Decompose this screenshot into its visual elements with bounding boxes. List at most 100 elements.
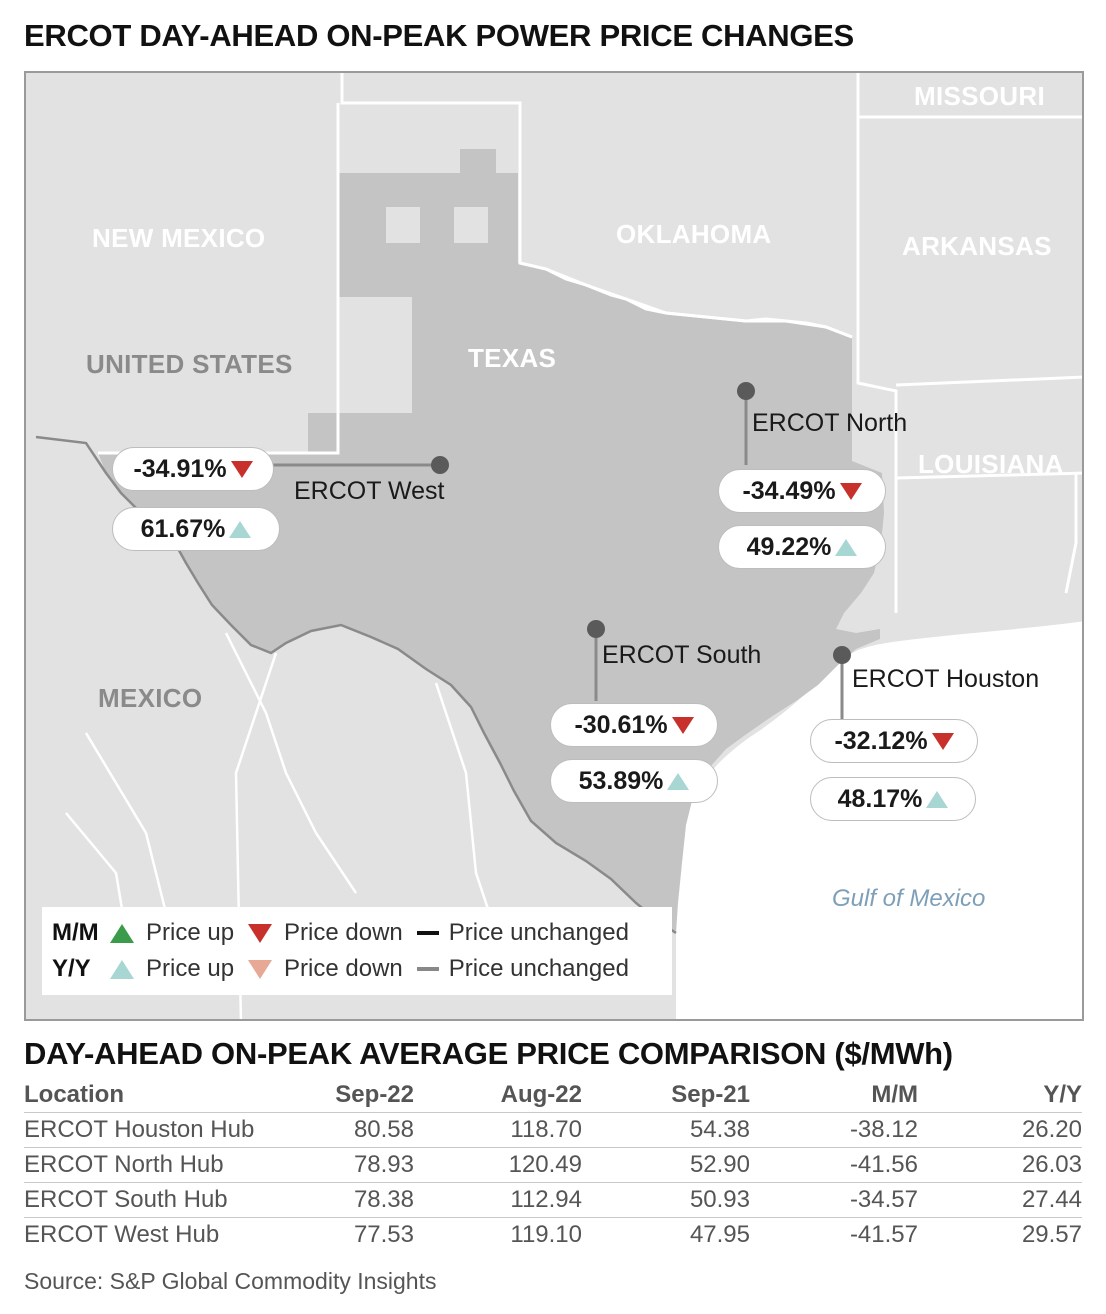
label-united-states: UNITED STATES bbox=[86, 349, 293, 379]
houston-yy-pill: 48.17% bbox=[810, 777, 976, 821]
table-cell: 54.38 bbox=[582, 1111, 750, 1147]
houston-mm-value: -32.12% bbox=[834, 726, 928, 755]
north-yy-pill: 49.22% bbox=[718, 525, 886, 569]
table-header-row: Location Sep-22 Aug-22 Sep-21 M/M Y/Y bbox=[24, 1078, 1082, 1112]
hub-dot-south bbox=[587, 620, 605, 638]
map-legend: M/M Price up Price down Price unchanged … bbox=[42, 907, 672, 995]
west-mm-value: -34.91% bbox=[133, 454, 227, 483]
houston-yy-value: 48.17% bbox=[837, 784, 923, 813]
table-cell: 80.58 bbox=[274, 1111, 414, 1147]
north-mm-value: -34.49% bbox=[742, 476, 836, 505]
arrow-down-icon bbox=[230, 460, 253, 478]
legend-key-yy: Y/Y bbox=[52, 955, 91, 982]
arrow-up-icon bbox=[667, 772, 690, 790]
legend-price-down-mm: Price down bbox=[284, 919, 403, 946]
label-new-mexico: NEW MEXICO bbox=[92, 223, 266, 253]
hub-dot-west bbox=[431, 456, 449, 474]
arrow-up-icon bbox=[110, 959, 134, 979]
arrow-down-icon bbox=[248, 959, 273, 979]
col-header: Sep-21 bbox=[671, 1080, 750, 1108]
west-yy-value: 61.67% bbox=[140, 514, 226, 543]
table-cell: 119.10 bbox=[414, 1216, 582, 1252]
table-cell: 26.20 bbox=[918, 1111, 1082, 1147]
label-oklahoma: OKLAHOMA bbox=[616, 219, 772, 249]
table-title: DAY-AHEAD ON-PEAK AVERAGE PRICE COMPARIS… bbox=[24, 1036, 953, 1071]
legend-key-mm: M/M bbox=[52, 919, 99, 946]
south-yy-pill: 53.89% bbox=[550, 759, 718, 803]
table-cell: 26.03 bbox=[918, 1146, 1082, 1182]
arrow-up-icon bbox=[835, 538, 858, 556]
col-header: Y/Y bbox=[1043, 1080, 1082, 1108]
west-mm-pill: -34.91% bbox=[112, 447, 274, 491]
source-note: Source: S&P Global Commodity Insights bbox=[24, 1268, 437, 1294]
legend-price-up-yy: Price up bbox=[146, 955, 235, 982]
table-cell: 27.44 bbox=[918, 1181, 1082, 1217]
table-row: ERCOT Houston Hub 80.58 118.70 54.38 -38… bbox=[24, 1111, 1082, 1147]
hub-label-houston: ERCOT Houston bbox=[852, 665, 1040, 693]
legend-price-unchanged-yy: Price unchanged bbox=[448, 955, 629, 982]
hub-dot-north bbox=[737, 382, 755, 400]
dash-icon bbox=[416, 931, 439, 935]
legend-price-down-yy: Price down bbox=[284, 955, 403, 982]
table-cell: -34.57 bbox=[750, 1181, 918, 1217]
south-yy-value: 53.89% bbox=[578, 766, 664, 795]
hub-markers bbox=[248, 382, 851, 721]
table-cell: 112.94 bbox=[414, 1181, 582, 1217]
table-cell: ERCOT South Hub bbox=[24, 1181, 274, 1217]
arrow-up-icon bbox=[229, 520, 252, 538]
arrow-down-icon bbox=[671, 716, 694, 734]
table-cell: ERCOT North Hub bbox=[24, 1146, 274, 1182]
page-title: ERCOT DAY-AHEAD ON-PEAK POWER PRICE CHAN… bbox=[24, 18, 854, 53]
label-louisiana: LOUISIANA bbox=[918, 449, 1064, 479]
map-cutout bbox=[454, 207, 488, 243]
table-cell: 120.49 bbox=[414, 1146, 582, 1182]
table-cell: 29.57 bbox=[918, 1216, 1082, 1252]
table-cell: ERCOT West Hub bbox=[24, 1216, 274, 1252]
table-cell: -38.12 bbox=[750, 1111, 918, 1147]
map: MISSOURI NEW MEXICO OKLAHOMA ARKANSAS UN… bbox=[24, 71, 1084, 1021]
hub-label-north: ERCOT North bbox=[752, 409, 908, 437]
table-cell: 47.95 bbox=[582, 1216, 750, 1252]
hub-label-west: ERCOT West bbox=[294, 477, 445, 505]
table-row: ERCOT West Hub 77.53 119.10 47.95 -41.57… bbox=[24, 1216, 1082, 1252]
hub-label-south: ERCOT South bbox=[602, 641, 762, 669]
table-cell: 118.70 bbox=[414, 1111, 582, 1147]
north-yy-value: 49.22% bbox=[746, 532, 832, 561]
table-cell: 78.38 bbox=[274, 1181, 414, 1217]
dash-icon bbox=[416, 967, 439, 971]
table-cell: 78.93 bbox=[274, 1146, 414, 1182]
houston-mm-pill: -32.12% bbox=[810, 719, 978, 763]
table-cell: 50.93 bbox=[582, 1181, 750, 1217]
arrow-down-icon bbox=[248, 923, 273, 943]
table-row: ERCOT South Hub 78.38 112.94 50.93 -34.5… bbox=[24, 1181, 1082, 1217]
label-arkansas: ARKANSAS bbox=[902, 231, 1052, 261]
legend-row-mm: M/M Price up Price down Price unchanged bbox=[52, 919, 629, 947]
red-river bbox=[519, 261, 853, 339]
table-cell: 52.90 bbox=[582, 1146, 750, 1182]
south-mm-value: -30.61% bbox=[574, 710, 668, 739]
label-gulf-of-mexico: Gulf of Mexico bbox=[832, 885, 986, 912]
col-header: Aug-22 bbox=[500, 1080, 582, 1108]
price-comparison-table: Location Sep-22 Aug-22 Sep-21 M/M Y/Y ER… bbox=[24, 1078, 1082, 1252]
table-cell: -41.56 bbox=[750, 1146, 918, 1182]
legend-price-unchanged-mm: Price unchanged bbox=[448, 919, 629, 946]
legend-row-yy: Y/Y Price up Price down Price unchanged bbox=[52, 955, 629, 983]
col-header: M/M bbox=[871, 1080, 918, 1108]
south-mm-pill: -30.61% bbox=[550, 703, 718, 747]
arrow-up-icon bbox=[110, 923, 134, 943]
arrow-down-icon bbox=[839, 482, 862, 500]
label-mexico: MEXICO bbox=[98, 683, 203, 713]
arrow-up-icon bbox=[926, 790, 949, 808]
arrow-down-icon bbox=[931, 732, 954, 750]
north-mm-pill: -34.49% bbox=[718, 469, 886, 513]
table-row: ERCOT North Hub 78.93 120.49 52.90 -41.5… bbox=[24, 1146, 1082, 1182]
label-texas: TEXAS bbox=[468, 343, 557, 373]
legend-price-up-mm: Price up bbox=[146, 919, 235, 946]
col-header: Sep-22 bbox=[335, 1080, 414, 1108]
col-header: Location bbox=[24, 1080, 124, 1108]
table-cell: -41.57 bbox=[750, 1216, 918, 1252]
west-yy-pill: 61.67% bbox=[112, 507, 280, 551]
hub-dot-houston bbox=[833, 646, 851, 664]
table-cell: 77.53 bbox=[274, 1216, 414, 1252]
map-cutout bbox=[386, 207, 420, 243]
